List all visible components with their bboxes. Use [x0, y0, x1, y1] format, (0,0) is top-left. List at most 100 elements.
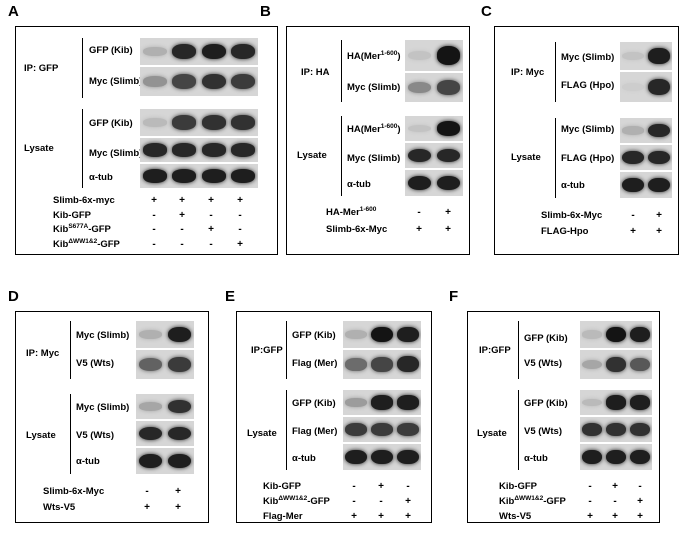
blot-band — [142, 169, 167, 183]
blot-strip — [580, 444, 652, 470]
blot-strip — [343, 417, 421, 442]
blot-strip — [405, 40, 463, 71]
blot-band — [201, 115, 226, 130]
blot-band — [407, 148, 432, 163]
lane-sign: + — [612, 511, 618, 522]
blot-band — [371, 357, 393, 372]
blot-row-label: GFP (Kib) — [524, 333, 568, 344]
blot-band — [231, 44, 256, 59]
blot-band — [397, 423, 419, 436]
blot-band — [622, 150, 644, 165]
lane-sign: + — [416, 224, 422, 235]
blot-band — [606, 422, 626, 437]
blot-band — [407, 175, 432, 191]
blot-band — [606, 356, 626, 373]
condition-label: Wts-V5 — [499, 511, 532, 522]
blot-band — [407, 124, 432, 133]
lysate-label: Lysate — [247, 428, 277, 439]
blot-strip — [580, 321, 652, 348]
lysate-label: Lysate — [26, 430, 56, 441]
blot-row-label: V5 (Wts) — [524, 358, 562, 369]
blot-strip — [136, 448, 194, 474]
lane-sign: - — [638, 481, 642, 492]
lane-sign: - — [180, 239, 184, 250]
lane-sign: - — [152, 210, 156, 221]
bracket-line — [555, 42, 557, 102]
blot-band — [231, 143, 256, 157]
condition-label: HA-Mer1-600 — [326, 206, 377, 218]
lane-sign: - — [417, 207, 421, 218]
blot-band — [231, 73, 256, 90]
lane-sign: + — [445, 224, 451, 235]
blot-strip — [343, 350, 421, 379]
lane-sign: - — [152, 224, 156, 235]
blot-strip — [405, 73, 463, 102]
lane-sign: - — [238, 210, 242, 221]
lane-sign: - — [588, 481, 592, 492]
condition-label: Slimb-6x-myc — [53, 195, 115, 206]
lane-sign: + — [179, 210, 185, 221]
blot-row-label: FLAG (Hpo) — [561, 80, 615, 91]
lane-sign: - — [145, 486, 149, 497]
bracket-line — [82, 38, 84, 98]
lane-sign: + — [656, 210, 662, 221]
bracket-line — [341, 116, 343, 196]
panel-letter: E — [225, 288, 236, 305]
panel-letter: F — [449, 288, 459, 305]
blot-strip — [405, 143, 463, 168]
blot-band — [345, 330, 367, 339]
blot-band — [407, 50, 432, 61]
blot-band — [436, 46, 461, 65]
blot-band — [167, 399, 192, 414]
lane-sign: + — [587, 511, 593, 522]
blot-row-label: Myc (Slimb) — [89, 148, 143, 159]
blot-row-label: FLAG (Hpo) — [561, 153, 615, 164]
blot-strip — [620, 118, 672, 143]
blot-strip — [580, 350, 652, 379]
blot-strip — [140, 38, 258, 65]
lane-sign: + — [637, 496, 643, 507]
blot-row-label: GFP (Kib) — [89, 118, 133, 129]
blot-row-label: Myc (Slimb) — [89, 76, 143, 87]
lane-sign: + — [445, 207, 451, 218]
lane-sign: - — [613, 496, 617, 507]
lane-sign: - — [352, 496, 356, 507]
blot-band — [142, 118, 167, 127]
blot-band — [436, 175, 461, 191]
blot-band — [172, 44, 197, 59]
panel-frame — [15, 26, 278, 255]
blot-strip — [136, 394, 194, 419]
blot-strip — [343, 390, 421, 415]
blot-band — [167, 356, 192, 373]
blot-row-label: V5 (Wts) — [76, 430, 114, 441]
blot-strip — [136, 421, 194, 446]
lane-sign: - — [379, 496, 383, 507]
blot-strip — [140, 67, 258, 96]
blot-row-label: GFP (Kib) — [292, 398, 336, 409]
lane-sign: - — [631, 210, 635, 221]
lysate-label: Lysate — [511, 152, 541, 163]
blot-band — [648, 123, 670, 138]
blot-band — [345, 398, 367, 407]
blot-row-label: α-tub — [76, 456, 100, 467]
lane-sign: + — [637, 511, 643, 522]
blot-band — [345, 449, 367, 465]
blot-band — [345, 423, 367, 436]
blot-band — [606, 449, 626, 465]
blot-row-label: Myc (Slimb) — [347, 82, 401, 93]
lane-sign: - — [180, 224, 184, 235]
condition-label: FLAG-Hpo — [541, 226, 589, 237]
lysate-label: Lysate — [477, 428, 507, 439]
blot-strip — [620, 172, 672, 198]
panel-frame — [494, 26, 679, 255]
blot-row-label: V5 (Wts) — [524, 426, 562, 437]
blot-row-label: GFP (Kib) — [292, 330, 336, 341]
lane-sign: + — [612, 481, 618, 492]
blot-band — [606, 326, 626, 343]
blot-band — [397, 395, 419, 410]
lane-sign: + — [378, 511, 384, 522]
condition-label: KibS677A-GFP — [53, 223, 111, 235]
bracket-line — [341, 40, 343, 102]
blot-band — [172, 74, 197, 89]
lane-sign: + — [405, 511, 411, 522]
